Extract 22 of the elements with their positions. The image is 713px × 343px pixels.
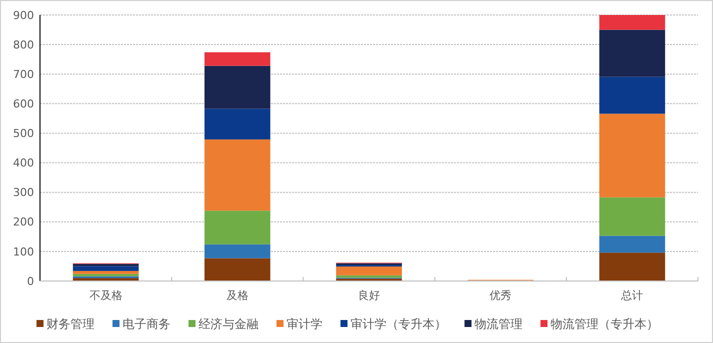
x-tick-label: 及格 — [226, 289, 248, 302]
y-tick-label: 0 — [27, 274, 34, 288]
legend-label: 物流管理 — [474, 317, 522, 332]
x-tick-label: 优秀 — [490, 289, 512, 302]
legend-label: 审计学 — [286, 317, 322, 332]
x-tick-label: 总计 — [620, 289, 644, 302]
y-tick-label: 500 — [13, 127, 34, 140]
legend-label: 经济与金融 — [198, 317, 258, 332]
legend-label: 物流管理（专升本） — [550, 317, 658, 332]
y-tick-label: 400 — [13, 156, 34, 170]
x-tick-label: 不及格 — [89, 289, 122, 302]
y-tick-label: 900 — [13, 8, 34, 22]
y-tick-label: 300 — [13, 186, 34, 200]
legend-label: 电子商务 — [122, 317, 170, 332]
legend-label: 财务管理 — [46, 317, 94, 332]
x-tick-label: 良好 — [358, 289, 380, 302]
legend-label: 审计学（专升本） — [350, 317, 446, 332]
y-tick-label: 800 — [13, 38, 34, 52]
y-tick-label: 600 — [13, 98, 34, 111]
y-tick-label: 200 — [13, 216, 34, 229]
y-tick-label: 100 — [13, 245, 34, 258]
y-tick-label: 700 — [13, 68, 34, 81]
